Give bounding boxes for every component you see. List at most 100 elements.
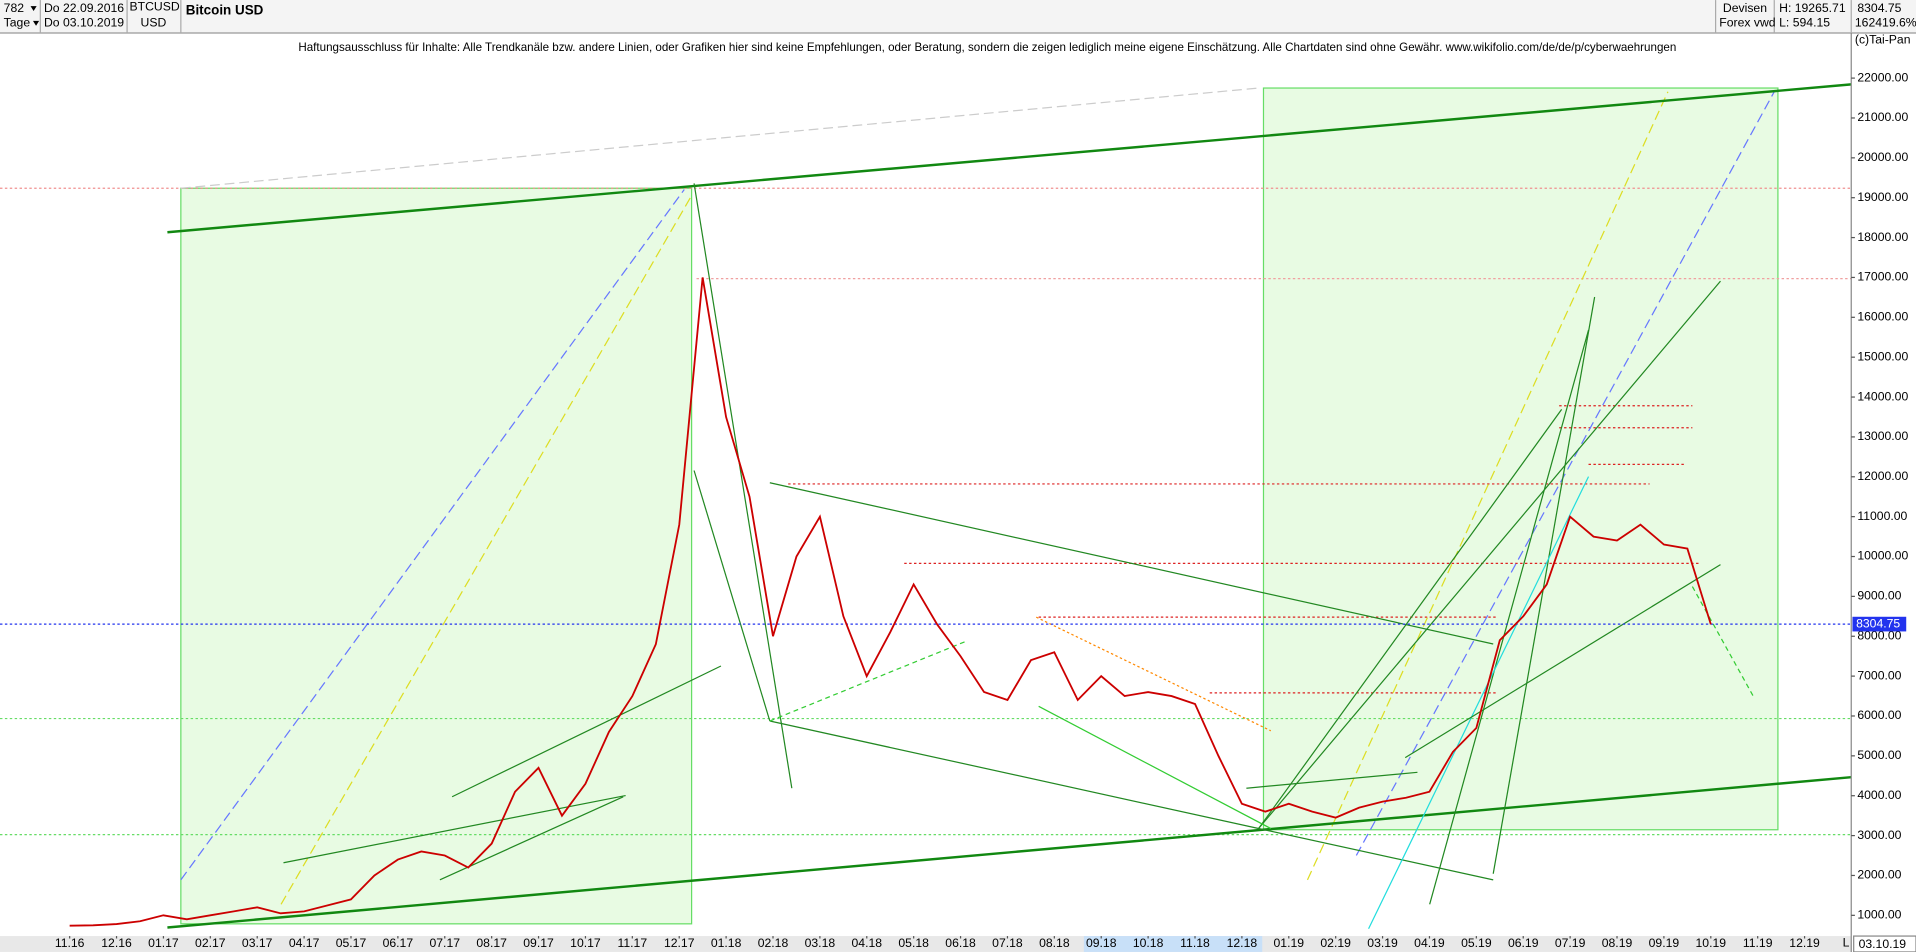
channel-top: [167, 83, 1852, 234]
symbol: BTCUSD: [130, 0, 180, 14]
trend-line: [769, 641, 966, 722]
y-tick-label: 13000.00: [1857, 429, 1908, 443]
high: H: 19265.71: [1779, 1, 1846, 15]
trend-line: [693, 470, 771, 722]
date-from: Do 22.09.2016: [44, 1, 124, 15]
trend-line: [1429, 329, 1590, 905]
x-tick-label: 02.17: [195, 936, 226, 950]
y-tick-label: 6000.00: [1857, 708, 1901, 722]
disclaimer: Haftungsausschluss für Inhalte: Alle Tre…: [298, 41, 1676, 54]
x-tick-label: 07.19: [1555, 936, 1586, 950]
x-tick-label: 12.18: [1227, 936, 1258, 950]
y-tick-label: 15000.00: [1857, 349, 1908, 363]
copyright: (c)Tai-Pan: [1855, 33, 1911, 47]
chart-title: Bitcoin USD: [186, 3, 264, 18]
y-tick-label: 10000.00: [1857, 549, 1908, 563]
x-tick-label: 12.16: [101, 936, 132, 950]
y-tick-label: 19000.00: [1857, 190, 1908, 204]
x-tick-label: 05.18: [898, 936, 929, 950]
price-line: [69, 277, 1712, 927]
x-tick-label: 11.18: [1180, 936, 1210, 950]
x-tick-label: 07.17: [429, 936, 460, 950]
x-tick-label: 12.19: [1789, 936, 1820, 950]
x-tick-label: 05.19: [1461, 936, 1492, 950]
trend-line: [1258, 409, 1563, 829]
trend-line: [769, 482, 1494, 645]
x-tick-label: 12.17: [664, 936, 695, 950]
x-tick-label: 01.17: [148, 936, 179, 950]
trend-line: [1404, 564, 1721, 759]
y-tick-label: 14000.00: [1857, 389, 1908, 403]
x-tick-label: 06.18: [945, 936, 976, 950]
date-to: Do 03.10.2019: [44, 15, 124, 29]
y-tick-label: 9000.00: [1857, 589, 1901, 603]
count-select[interactable]: 782: [4, 1, 25, 15]
header-bar: [0, 0, 1916, 34]
x-tick-label: 10.19: [1696, 936, 1727, 950]
trend-line: [1691, 586, 1755, 697]
trend-line: [1306, 91, 1669, 881]
x-tick-label: 02.19: [1320, 936, 1351, 950]
trend-line: [1355, 91, 1775, 856]
x-tick-label: 06.19: [1508, 936, 1539, 950]
x-tick-label: 08.19: [1602, 936, 1633, 950]
header: 782 Tage Do 22.09.2016 Do 03.10.2019 BTC…: [0, 0, 1916, 34]
source: Forex vwd: [1719, 15, 1775, 29]
trend-line: [451, 665, 722, 798]
x-tick-label: 10.17: [570, 936, 601, 950]
trend-line: [1258, 280, 1721, 829]
change: 162419.6%: [1855, 15, 1916, 29]
y-tick-label: 4000.00: [1857, 788, 1901, 802]
y-tick-label: 2000.00: [1857, 868, 1901, 882]
y-tick-label: 21000.00: [1857, 110, 1908, 124]
x-tick-label: 09.18: [1086, 936, 1117, 950]
trend-line: [1035, 616, 1272, 732]
channel-box: [1262, 87, 1779, 831]
x-tick-label: 08.17: [476, 936, 507, 950]
y-tick-label: 11000.00: [1857, 509, 1907, 523]
x-tick-label: 01.19: [1274, 936, 1305, 950]
dropdown-arrow[interactable]: [32, 20, 40, 26]
plot: 1000.00 2000.00 3000.00 4000.00 5000.00 6000.…: [0, 70, 1908, 950]
x-tick-label: 04.19: [1414, 936, 1445, 950]
y-tick-label: 8000.00: [1857, 628, 1901, 642]
x-tick-label: 08.18: [1039, 936, 1070, 950]
x-tick-label: 10.18: [1133, 936, 1164, 950]
trend-line: [1038, 705, 1272, 830]
x-tick-label: 03.19: [1367, 936, 1398, 950]
x-tick-label: 05.17: [336, 936, 367, 950]
trend-line: [1246, 771, 1418, 789]
y-tick-label: 18000.00: [1857, 230, 1908, 244]
trend-lines: [167, 83, 1852, 929]
y-tick-label: 20000.00: [1857, 150, 1908, 164]
x-tick-label: 11.16: [55, 936, 85, 950]
x-tick-label: 11.19: [1743, 936, 1773, 950]
trend-line: [280, 195, 693, 905]
current-price-label: 8304.75: [1856, 616, 1900, 630]
y-tick-label: 1000.00: [1857, 908, 1901, 922]
x-tick-label: 03.18: [805, 936, 836, 950]
levels: [0, 187, 1852, 836]
last-price: 8304.75: [1857, 1, 1901, 15]
trend-line: [1368, 476, 1590, 929]
channel-box: [180, 187, 693, 925]
currency: USD: [141, 15, 167, 29]
date-box-label: 03.10.19: [1859, 937, 1907, 951]
trend-line: [769, 720, 1259, 830]
x-tick-label: 09.19: [1649, 936, 1680, 950]
y-tick-label: 12000.00: [1857, 469, 1908, 483]
trend-line: [180, 189, 685, 881]
x-axis-highlight: [1083, 936, 1263, 952]
period-select[interactable]: Tage: [4, 15, 31, 29]
x-tick-label: 02.18: [758, 936, 789, 950]
x-tick-label: 06.17: [383, 936, 414, 950]
scale-mode[interactable]: L: [1843, 936, 1850, 950]
x-tick-label: 11.17: [618, 936, 648, 950]
dropdown-arrow[interactable]: [30, 6, 37, 12]
x-tick-label: 07.18: [992, 936, 1023, 950]
y-tick-label: 3000.00: [1857, 828, 1901, 842]
trend-line: [180, 87, 1259, 189]
current-price-box: [1852, 616, 1907, 632]
